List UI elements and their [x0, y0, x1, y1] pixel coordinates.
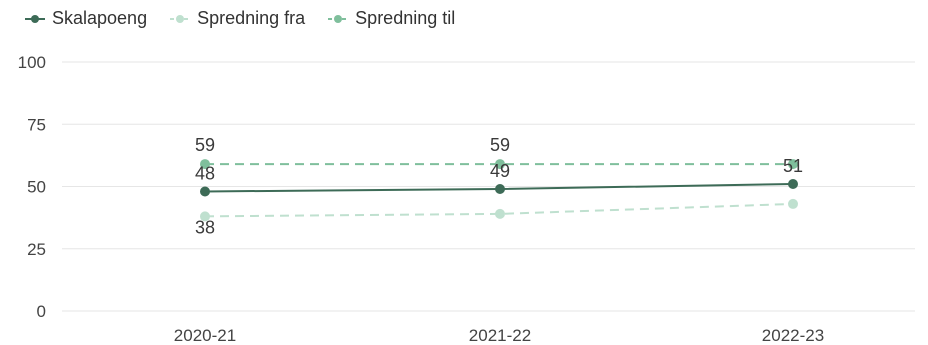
x-tick-label: 2021-22	[469, 326, 531, 345]
data-point-skalapoeng	[788, 179, 798, 190]
data-point-skalapoeng	[200, 186, 210, 197]
y-tick-label: 0	[37, 302, 46, 321]
data-point-spredning-til	[788, 159, 798, 170]
legend-item-spredning-fra[interactable]: Spredning fra	[169, 8, 305, 29]
data-label: 49	[490, 161, 510, 181]
legend-item-spredning-til[interactable]: Spredning til	[327, 8, 455, 29]
legend-label: Spredning til	[355, 8, 456, 28]
legend-item-skalapoeng[interactable]: Skalapoeng	[24, 8, 147, 29]
data-point-spredning-fra	[495, 208, 505, 219]
data-point-skalapoeng	[495, 183, 505, 194]
y-tick-label: 25	[27, 240, 46, 259]
chart-legend: Skalapoeng Spredning fra Spredning til	[24, 8, 455, 29]
x-tick-label: 2022-23	[762, 326, 824, 345]
data-label: 48	[195, 163, 215, 183]
y-tick-label: 100	[18, 53, 46, 72]
legend-label: Skalapoeng	[52, 8, 148, 28]
data-label: 59	[490, 135, 510, 155]
data-point-spredning-fra	[788, 198, 798, 209]
legend-swatch-spredning-fra	[170, 14, 191, 23]
data-point-spredning-fra	[200, 211, 210, 222]
legend-swatch-spredning-til	[328, 14, 349, 23]
y-tick-label: 75	[27, 115, 46, 134]
data-label: 59	[195, 135, 215, 155]
data-label: 51	[783, 156, 803, 176]
legend-swatch-skalapoeng	[25, 14, 45, 23]
legend-label: Spredning fra	[197, 8, 306, 28]
x-tick-label: 2020-21	[174, 326, 236, 345]
series-line-spredning-fra	[204, 202, 794, 218]
data-point-spredning-til	[200, 159, 210, 170]
data-point-spredning-til	[495, 159, 505, 170]
data-label: 38	[195, 217, 215, 237]
y-tick-label: 50	[27, 178, 46, 197]
